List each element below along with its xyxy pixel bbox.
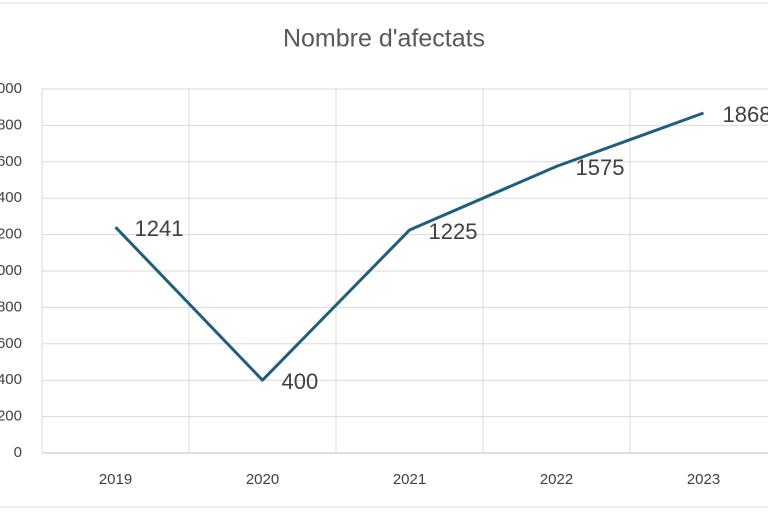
x-tick-label: 2020	[246, 471, 279, 488]
data-label: 1868	[723, 102, 768, 127]
chart-title: Nombre d'afectats	[283, 25, 485, 53]
y-tick-label: 600	[0, 335, 22, 352]
y-tick-label: 200	[0, 408, 22, 425]
x-tick-label: 2021	[393, 471, 426, 488]
data-label: 1575	[576, 155, 625, 180]
y-tick-label: 800	[0, 298, 22, 315]
y-tick-label: 0	[14, 444, 22, 461]
y-tick-label: 1000	[0, 262, 22, 279]
y-tick-label: 2000	[0, 80, 22, 97]
y-tick-label: 400	[0, 371, 22, 388]
y-tick-label: 1800	[0, 116, 22, 133]
data-label: 1241	[135, 216, 184, 241]
data-line	[114, 111, 705, 382]
y-tick-label: 1200	[0, 226, 22, 243]
data-label: 400	[282, 369, 319, 394]
data-label: 1225	[429, 219, 478, 244]
x-tick-label: 2023	[687, 471, 720, 488]
x-tick-label: 2019	[99, 471, 132, 488]
y-tick-label: 1600	[0, 153, 22, 170]
x-tick-label: 2022	[540, 471, 573, 488]
